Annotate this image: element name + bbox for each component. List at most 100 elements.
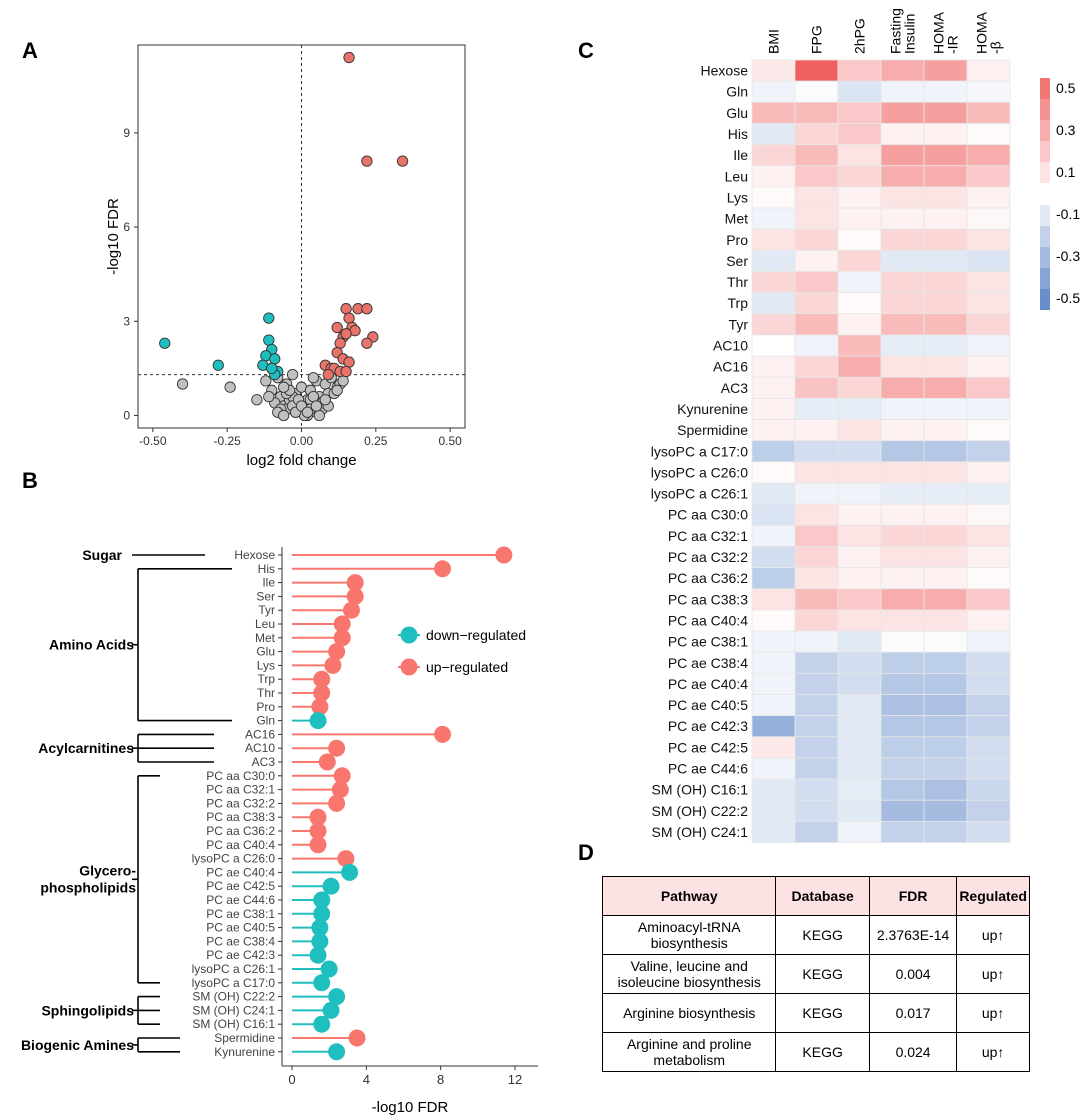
heatmap-cell: [923, 715, 968, 738]
lollipop-dot-up: [331, 781, 349, 799]
heatmap-cell: [880, 165, 925, 188]
heatmap-cell: [794, 334, 839, 357]
metabolite-label: Ser: [256, 589, 275, 603]
heatmap-cell: [880, 630, 925, 653]
point-ns: [307, 372, 320, 384]
cell-regulated: up↑: [956, 915, 1030, 955]
heatmap-cell: [837, 630, 882, 653]
scale-tick-label: -0.3: [1056, 248, 1080, 264]
heatmap-cell: [966, 651, 1011, 674]
metabolite-label: Ile: [262, 576, 275, 590]
heatmap-cell: [880, 651, 925, 674]
point-ns: [313, 409, 325, 422]
heatmap-cell: [837, 609, 882, 632]
metabolite-label: SM (OH) C16:1: [192, 1017, 275, 1031]
heatmap-cell: [923, 292, 968, 315]
heatmap-cell: [880, 461, 925, 484]
heatmap-cell: [923, 207, 968, 230]
point-ns: [278, 409, 290, 422]
heatmap-cell: [923, 609, 968, 632]
cell-pathway: Arginine and proline metabolism: [601, 1032, 777, 1072]
heatmap-cell: [751, 207, 796, 230]
heatmap-cell: [837, 59, 882, 82]
cell-database: KEGG: [775, 915, 870, 955]
scale-tick-label: 0.1: [1056, 164, 1076, 180]
heatmap-cell: [751, 313, 796, 336]
metabolite-label: PC ae C38:1: [206, 907, 275, 921]
heatmap-row-label: PC ae C44:6: [668, 761, 748, 777]
heatmap-cell: [751, 461, 796, 484]
heatmap-row-label: Kynurenine: [677, 401, 748, 417]
point-up: [340, 328, 352, 340]
heatmap-cell: [966, 144, 1011, 167]
heatmap-cell: [923, 228, 968, 251]
heatmap-cell: [923, 186, 968, 209]
heatmap-cell: [923, 736, 968, 759]
lollipop-dot-up: [313, 684, 331, 702]
header-pathway: Pathway: [601, 876, 777, 916]
heatmap-cell: [923, 440, 968, 463]
cell-database: KEGG: [775, 954, 870, 994]
heatmap-cell: [837, 186, 882, 209]
heatmap-cell: [880, 440, 925, 463]
heatmap-cell: [794, 249, 839, 272]
cell-pathway: Valine, leucine and isoleucine biosynthe…: [601, 954, 777, 994]
heatmap-cell: [966, 271, 1011, 294]
metabolite-label: Leu: [255, 617, 275, 631]
volcano-plot: -0.50 -0.25 0.00 0.25 0.50 0 3 6 9 log2 fold chan…: [105, 44, 466, 469]
lollipop-dot-down: [309, 946, 327, 964]
pathway-table: Pathway Database FDR Regulated Aminoacyl…: [601, 876, 1030, 1072]
heatmap-cell: [966, 715, 1011, 738]
scale-swatch-negative: [1040, 205, 1050, 226]
cell-regulated: up↑: [956, 954, 1030, 994]
group-label: Biogenic Amines: [21, 1037, 134, 1053]
heatmap-cell: [751, 546, 796, 569]
heatmap-cell: [837, 778, 882, 801]
x-tick-label: 0.25: [364, 434, 388, 448]
lollipop-dot-up: [346, 587, 364, 605]
heatmap-cell: [837, 271, 882, 294]
heatmap-cell: [837, 397, 882, 420]
heatmap-cell: [751, 609, 796, 632]
scale-tick-label: 0.5: [1056, 80, 1076, 96]
x-tick-label: 0: [288, 1072, 295, 1087]
heatmap-row-label: Leu: [725, 168, 748, 184]
heatmap-col-label: BMI: [766, 29, 782, 54]
lollipop-dot-up: [328, 739, 346, 757]
heatmap-cell: [751, 821, 796, 843]
heatmap-cell: [794, 799, 839, 822]
heatmap-row-label: Glu: [726, 105, 748, 121]
lollipop-dot-up: [346, 574, 364, 592]
heatmap-cell: [837, 313, 882, 336]
heatmap-cell: [880, 609, 925, 632]
heatmap-cell: [966, 313, 1011, 336]
scale-tick-label: -0.1: [1056, 206, 1080, 222]
heatmap-col-label: Fasting: [888, 8, 904, 54]
heatmap-cell: [794, 144, 839, 167]
cell-regulated: up↑: [956, 993, 1030, 1033]
point-ns: [251, 394, 263, 406]
scale-swatch-positive: [1040, 141, 1050, 162]
heatmap-cell: [966, 799, 1011, 822]
heatmap-cell: [837, 419, 882, 442]
point-up: [343, 312, 355, 324]
heatmap-cell: [923, 123, 968, 145]
heatmap-cell: [751, 567, 796, 590]
heatmap-cell: [794, 567, 839, 590]
metabolite-label: Kynurenine: [214, 1045, 275, 1059]
heatmap-cell: [966, 186, 1011, 209]
heatmap-cell: [966, 672, 1011, 695]
cell-fdr: 0.004: [868, 954, 958, 994]
table-row: Arginine biosynthesis KEGG 0.017 up↑: [601, 993, 1030, 1033]
x-tick-label: 4: [363, 1072, 370, 1087]
heatmap-cell: [751, 503, 796, 526]
heatmap-row-label: Spermidine: [677, 422, 748, 438]
group-label-line2: phospholipids: [40, 879, 136, 895]
heatmap-cell: [923, 397, 968, 420]
y-axis-label: -log10 FDR: [105, 198, 122, 275]
point-ns: [260, 375, 272, 387]
heatmap-row-label: PC aa C40:4: [668, 612, 748, 628]
point-ns: [301, 406, 314, 418]
group-label: Acylcarnitines: [38, 740, 134, 756]
heatmap-cell: [837, 249, 882, 272]
